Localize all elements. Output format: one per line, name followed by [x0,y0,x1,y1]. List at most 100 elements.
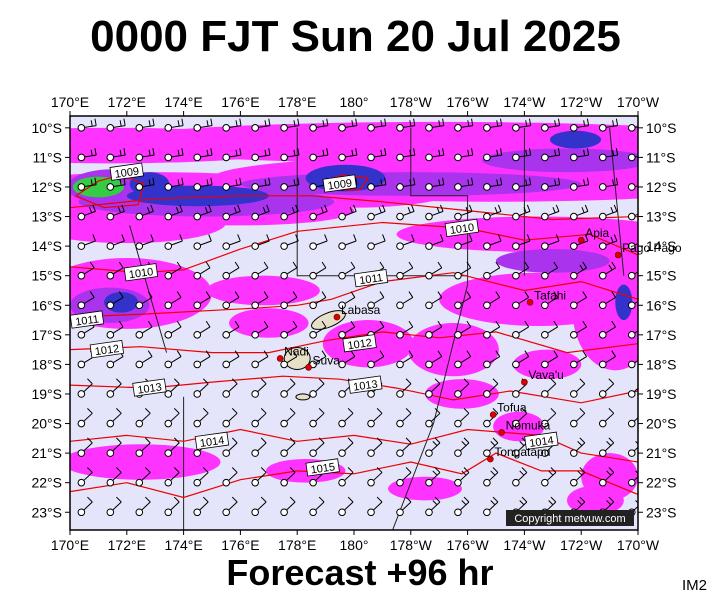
wind-barb-flag [205,261,211,269]
wind-barb-flag [610,207,614,213]
wind-barb-flag [432,500,438,506]
wind-barb-flag [524,350,530,357]
wind-barb-flag [582,320,588,328]
lat-label-left: 10°S [31,120,62,136]
forecast-label: Forecast +96 hr [226,552,494,593]
wind-barb-flag [471,148,474,156]
wind-barb-flag [118,320,124,328]
wind-barb-flag [497,234,502,242]
wind-barb-station [454,419,462,428]
wind-barb-flag [237,204,241,212]
wind-barb-flag [495,291,501,298]
wind-barb-station [425,331,433,339]
wind-barb-flag [437,350,443,357]
wind-barb-flag [586,118,590,126]
wind-barb-flag [438,120,441,127]
wind-barb-flag [291,207,295,213]
wind-barb-station [106,183,115,191]
zone-boundary-line [609,127,625,276]
place-name: Vava'u [528,368,563,382]
wind-barb-flag [353,204,357,212]
wind-barb-station [396,183,404,191]
wind-barb-station [512,212,520,221]
wind-barb-station [164,124,173,132]
wind-barb-flag [437,261,443,269]
lon-label-top: 180° [340,94,369,110]
wind-barb-station [367,153,375,162]
wind-barb-flag [613,234,618,242]
lat-label-right: 15°S [646,268,677,284]
wind-barb-flag [118,291,124,298]
wind-barb-flag [471,177,474,185]
wind-barb-station [338,449,346,457]
wind-barb-flag [147,320,153,328]
wind-barb-flag [146,207,151,213]
wind-barb-flag [606,440,612,446]
wind-barb-flag [463,496,470,503]
precip-cell [496,249,610,273]
lat-label-left: 15°S [31,268,62,284]
wind-barb-station [512,153,520,162]
wind-barb-station [309,271,317,280]
wind-barb-flag [577,470,583,476]
wind-barb-flag [181,148,184,156]
wind-barb-station [570,153,578,162]
place-marker: Vava'u [521,368,564,386]
place-dot [526,298,534,306]
wind-barb-station [367,360,375,369]
wind-barb-station [512,390,520,398]
wind-barb-station [483,419,491,428]
wind-barb-flag [297,118,300,126]
wind-barb-station [598,124,607,132]
wind-barb-flag [528,148,532,156]
wind-barb-flag [463,467,470,473]
wind-barb-station [309,183,317,191]
wind-barb-flag [526,204,531,212]
wind-barb-station [193,271,202,280]
wind-barb-flag [150,204,154,212]
wind-barb-flag [405,407,412,414]
wind-barb-flag [235,120,238,127]
wind-barb-flag [206,149,209,156]
wind-barb-station [222,508,230,517]
wind-barb-flag [384,177,387,185]
wind-barb-station [251,419,259,428]
wind-barb-station [106,360,115,369]
wind-barb-flag [233,207,237,213]
isobar-label-text: 1013 [137,381,163,396]
wind-barb-flag [355,148,358,156]
wind-barb-station [598,360,607,369]
place-marker: Nomuka [498,418,551,436]
wind-barb-flag [408,291,414,298]
wind-barb-flag [438,179,441,186]
wind-barb-station [77,153,86,162]
wind-barb-flag [205,291,211,298]
wind-barb-flag [611,261,616,269]
wind-barb-flag [440,204,444,212]
wind-barb-flag [175,207,180,213]
wind-barb-station [193,242,202,250]
isobar-label-text: 1011 [75,313,100,328]
wind-barb-flag [379,291,385,298]
wind-barb-flag [550,467,557,473]
wind-barb-flag [379,261,385,269]
wind-barb-flag [239,118,242,126]
wind-barb-station [251,183,259,191]
wind-barb-flag [555,234,560,242]
place-dot [498,429,505,436]
isobar-label-text: 1014 [199,435,225,450]
place-name: Pago Pago [622,241,682,255]
wind-barb-flag [173,467,180,473]
wind-barb-flag [608,407,615,414]
isobar-line [70,331,638,354]
wind-barb-flag [461,470,467,476]
wind-barb-flag [409,179,412,186]
wind-barb-flag [409,120,412,127]
wind-barb-flag [579,264,584,271]
wind-barb-station [570,183,578,191]
wind-barb-flag [116,378,122,385]
wind-barb-flag [289,467,296,473]
wind-barb-flag [234,261,240,269]
wind-barb-flag [92,204,96,212]
wind-barb-station [627,301,636,310]
